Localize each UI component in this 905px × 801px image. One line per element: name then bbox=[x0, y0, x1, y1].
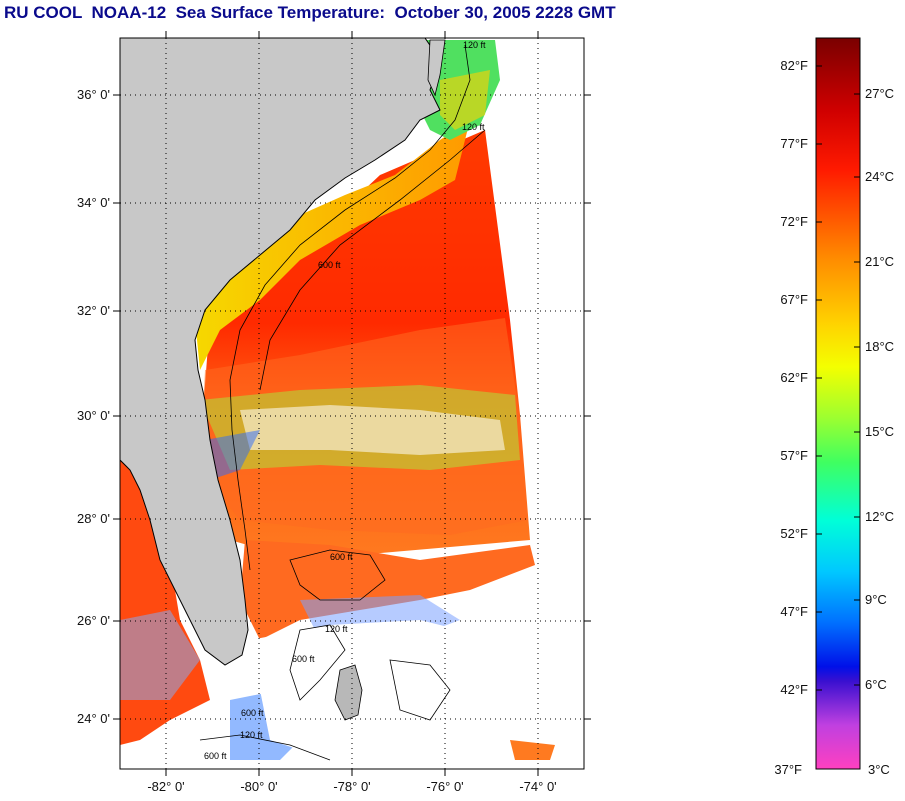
colorbar-c-label: 15°C bbox=[865, 424, 895, 439]
colorbar-f-label: 62°F bbox=[780, 370, 808, 385]
sst-shelf-water bbox=[195, 120, 470, 370]
colorbar-c-label: 18°C bbox=[865, 339, 895, 354]
colorbar-f-label: 47°F bbox=[780, 604, 808, 619]
contour-label: 120 ft bbox=[463, 40, 486, 50]
colorbar-c-label: 6°C bbox=[865, 677, 887, 692]
map-title: RU COOL NOAA-12 Sea Surface Temperature:… bbox=[4, 3, 616, 22]
colorbar-f-label: 72°F bbox=[780, 214, 808, 229]
lon-label: -78° 0' bbox=[333, 779, 371, 794]
contour-label: 120 ft bbox=[325, 624, 348, 634]
colorbar-f-label: 52°F bbox=[780, 526, 808, 541]
colorbar-f-label: 77°F bbox=[780, 136, 808, 151]
colorbar-scale bbox=[815, 37, 861, 770]
lon-label: -82° 0' bbox=[147, 779, 185, 794]
lat-label: 34° 0' bbox=[77, 195, 110, 210]
colorbar-c-label: 21°C bbox=[865, 254, 895, 269]
colorbar-f-label: 82°F bbox=[780, 58, 808, 73]
axis-ticks bbox=[113, 31, 591, 776]
lat-label: 24° 0' bbox=[77, 711, 110, 726]
colorbar-c-label: 9°C bbox=[865, 592, 887, 607]
lat-label: 36° 0' bbox=[77, 87, 110, 102]
map-grid bbox=[120, 38, 584, 769]
colorbar-c-label: 3°C bbox=[868, 762, 890, 777]
map-plot-area: 120 ft 120 ft 600 ft 600 ft 120 ft 600 f… bbox=[120, 38, 584, 769]
land-mass bbox=[120, 38, 441, 666]
colorbar-f-label: 57°F bbox=[780, 448, 808, 463]
contour-label: 600 ft bbox=[204, 751, 227, 761]
lat-label: 28° 0' bbox=[77, 511, 110, 526]
lon-label: -80° 0' bbox=[240, 779, 278, 794]
lat-label: 30° 0' bbox=[77, 408, 110, 423]
colorbar-f-label: 37°F bbox=[774, 762, 802, 777]
contour-label: 600 ft bbox=[241, 708, 264, 718]
colorbar-f-label: 67°F bbox=[780, 292, 808, 307]
lat-label: 32° 0' bbox=[77, 303, 110, 318]
contour-label: 600 ft bbox=[292, 654, 315, 664]
colorbar-c-label: 27°C bbox=[865, 86, 895, 101]
lon-label: -74° 0' bbox=[519, 779, 557, 794]
contour-label: 600 ft bbox=[330, 552, 353, 562]
contour-label: 600 ft bbox=[318, 260, 341, 270]
contour-label: 120 ft bbox=[240, 730, 263, 740]
contour-label: 120 ft bbox=[462, 122, 485, 132]
colorbar-c-label: 12°C bbox=[865, 509, 895, 524]
colorbar-ticks bbox=[816, 65, 860, 691]
colorbar-c-label: 24°C bbox=[865, 169, 895, 184]
lon-label: -76° 0' bbox=[426, 779, 464, 794]
colorbar-f-label: 42°F bbox=[780, 682, 808, 697]
lat-label: 26° 0' bbox=[77, 613, 110, 628]
